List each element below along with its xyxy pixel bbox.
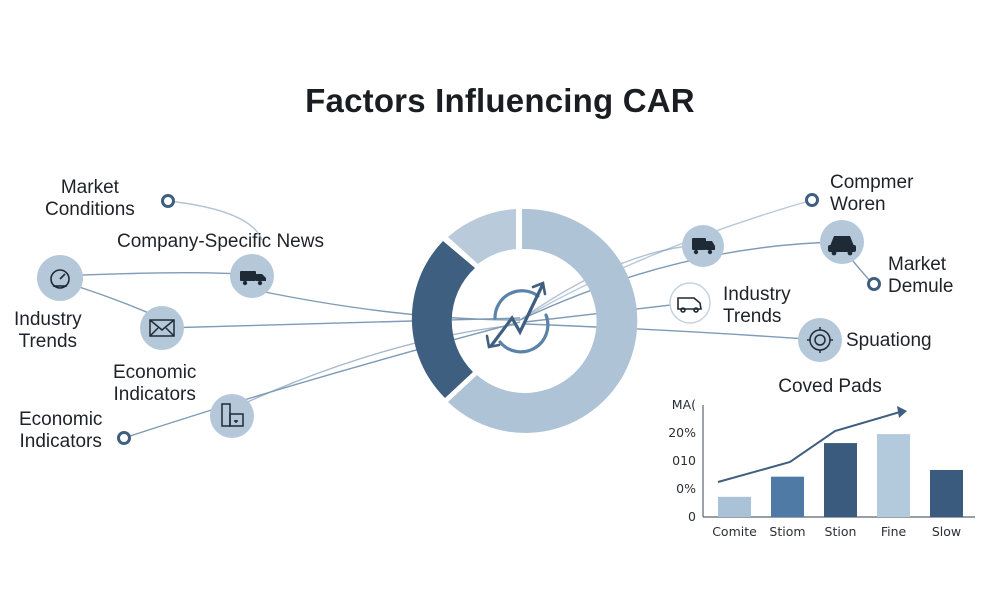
- van-icon: [677, 297, 702, 313]
- label-economic-indicators-2: Economic Indicators: [19, 409, 103, 452]
- node-van: [669, 282, 711, 324]
- chart-bar-fine: [877, 434, 910, 517]
- chart-y-tick-label: 20%: [668, 425, 696, 440]
- donut-segment-light-large: [448, 208, 638, 433]
- label-industry-trends-left: Industry Trends: [14, 309, 82, 352]
- chart-y-tick-label: MA(: [672, 397, 696, 412]
- chart-bar-slow: [930, 469, 963, 517]
- car-icon: [828, 236, 856, 256]
- node-clock-gauge: [37, 255, 83, 301]
- truck-icon: [692, 238, 715, 255]
- connector-company-news: [59, 272, 253, 277]
- label-market-demule: Market Demule: [888, 254, 954, 297]
- node-truck-left: [230, 254, 274, 298]
- growth-arrows-icon: [485, 281, 550, 354]
- endpoint-market-demule: [867, 277, 881, 291]
- label-compmer-woren: Compmer Woren: [830, 172, 914, 215]
- bar-chart: 0 0% 010 20% MA( Comite Stiom Stion Fine Slow: [668, 397, 975, 539]
- connector-right-car: [519, 241, 841, 321]
- chart-bar-stiom: [771, 476, 804, 517]
- chart-category-label: Stion: [825, 524, 857, 539]
- node-target: [798, 318, 842, 362]
- donut-segment-light-small: [448, 209, 516, 264]
- buildings-icon: [221, 403, 244, 427]
- connector-market-conditions: [167, 200, 263, 241]
- chart-title: Coved Pads: [778, 376, 882, 397]
- donut-segment-dark: [411, 241, 475, 398]
- chart-y-tick-label: 0%: [676, 481, 696, 496]
- chart-bar-comite: [718, 496, 751, 517]
- label-market-conditions: Market Conditions: [45, 177, 135, 220]
- connector-building-center: [229, 324, 516, 411]
- label-industry-trends-right: Industry Trends: [723, 284, 791, 327]
- connector-truck-center: [254, 289, 521, 321]
- connector-right-compmer: [519, 199, 813, 321]
- endpoint-economic-indicators: [117, 431, 131, 445]
- connector-right-target: [524, 323, 821, 341]
- chart-category-label: Slow: [932, 524, 961, 539]
- endpoint-market-conditions: [161, 194, 175, 208]
- connector-economic-left-2: [123, 321, 521, 439]
- truck-icon: [240, 271, 266, 286]
- node-car: [820, 220, 864, 264]
- label-economic-indicators-1: Economic Indicators: [113, 362, 197, 405]
- endpoint-compmer-woren: [805, 193, 819, 207]
- label-company-news: Company-Specific News: [117, 231, 324, 252]
- node-buildings: [210, 394, 254, 438]
- chart-trend-line: [717, 411, 901, 483]
- target-icon: [807, 327, 833, 353]
- chart-bar-stion: [824, 443, 857, 517]
- node-envelope: [140, 306, 184, 350]
- donut-ring: [411, 208, 638, 433]
- chart-y-tick-label: 010: [672, 453, 696, 468]
- clock-gauge-icon: [50, 269, 70, 289]
- connector-economic-left-1: [161, 317, 521, 329]
- chart-trend-arrowhead: [897, 406, 907, 418]
- chart-category-label: Comite: [712, 524, 757, 539]
- chart-y-tick-label: 0: [688, 509, 696, 524]
- label-spuationg: Spuationg: [846, 330, 932, 351]
- chart-category-label: Stiom: [769, 524, 805, 539]
- node-truck-right: [682, 225, 724, 267]
- page-title: Factors Influencing CAR: [305, 82, 695, 119]
- chart-category-label: Fine: [881, 524, 907, 539]
- envelope-icon: [149, 319, 175, 337]
